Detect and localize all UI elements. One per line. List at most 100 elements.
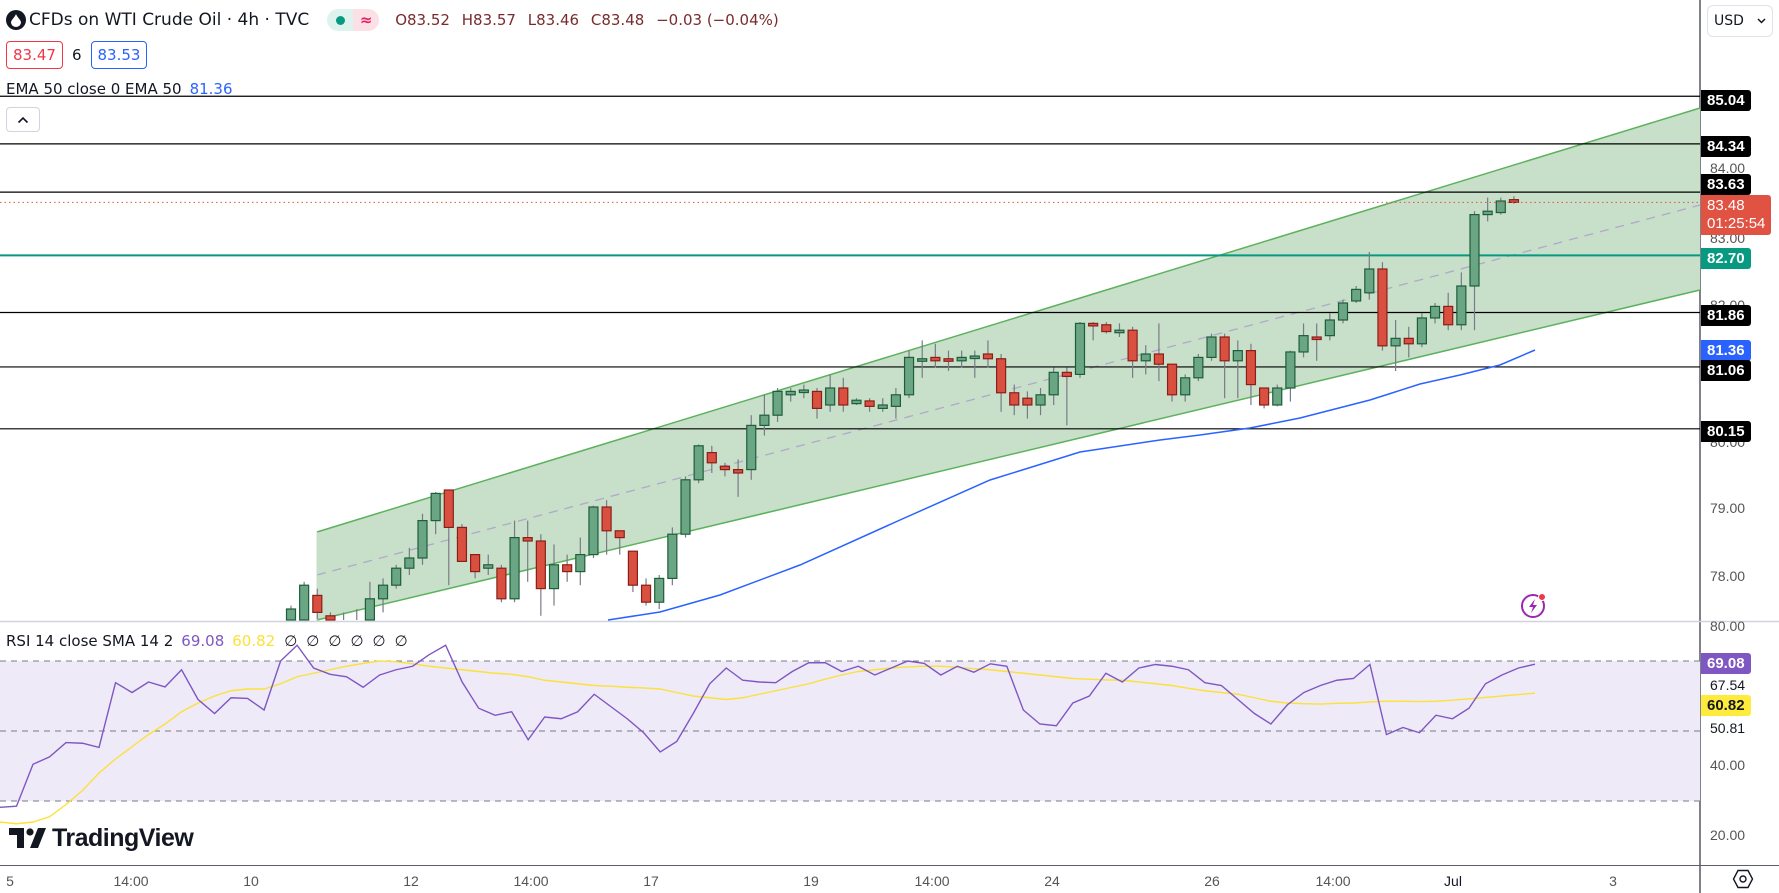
- candle: [1127, 326, 1138, 378]
- time-label: 19: [803, 873, 819, 889]
- candle: [377, 578, 389, 613]
- time-label: 3: [1609, 873, 1617, 889]
- symbol-title[interactable]: CFDs on WTI Crude Oil · 4h · TVC: [29, 10, 310, 30]
- candle: [1285, 350, 1296, 402]
- candle: [325, 612, 336, 621]
- ema-value: 81.36: [189, 80, 233, 98]
- candle: [417, 513, 428, 565]
- candle: [917, 340, 928, 378]
- rsi-lines: [0, 644, 1536, 825]
- candle: [1508, 196, 1520, 204]
- open-value: 83.52: [407, 11, 450, 29]
- candle: [391, 564, 402, 589]
- candle: [864, 398, 875, 412]
- rsi-tick: 20.00: [1710, 827, 1746, 843]
- level-tag-83-63[interactable]: 83.63: [1701, 174, 1751, 195]
- rsi-value-tag: 69.08: [1701, 653, 1751, 674]
- null-value: ∅: [284, 632, 298, 650]
- candle: [746, 415, 757, 480]
- candle: [1114, 323, 1125, 337]
- parallel-channel[interactable]: [316, 107, 1701, 621]
- close-value: 83.48: [601, 11, 645, 29]
- symbol-legend[interactable]: CFDs on WTI Crude Oil · 4h · TVC ≈ O83.5…: [6, 8, 786, 32]
- chevron-up-icon: [17, 116, 29, 123]
- candle: [798, 384, 809, 399]
- current-price-tag: 83.48 01:25:54: [1701, 195, 1772, 235]
- candle: [1022, 391, 1033, 419]
- candle: [903, 350, 915, 399]
- currency-value: USD: [1714, 13, 1744, 29]
- rsi-tick: 40.00: [1710, 757, 1746, 773]
- candle: [719, 462, 731, 477]
- candle: [680, 476, 691, 538]
- time-label: 12: [403, 873, 419, 889]
- level-tag-85-04[interactable]: 85.04: [1701, 90, 1751, 111]
- settings-hexagon-icon: [1732, 869, 1754, 889]
- candle: [1469, 211, 1480, 331]
- candle: [1324, 313, 1335, 341]
- candle: [601, 500, 612, 555]
- ema-legend[interactable]: EMA 50 close 0 EMA 50 81.36: [6, 80, 233, 98]
- lightning-alert-button[interactable]: [1519, 590, 1549, 620]
- level-tag-82-70[interactable]: 82.70: [1701, 248, 1751, 269]
- oil-drop-icon: [6, 10, 26, 30]
- candle: [1456, 272, 1467, 331]
- spread-value: 6: [71, 46, 82, 64]
- bid-ask-panel: 83.47 6 83.53: [6, 41, 148, 69]
- candle: [1351, 286, 1362, 303]
- rsi-legend[interactable]: RSI 14 close SMA 14 2 69.08 60.82 ∅ ∅ ∅ …: [6, 632, 408, 650]
- collapse-legend-button[interactable]: [6, 107, 40, 132]
- price-tick: 79.00: [1710, 500, 1746, 516]
- candle: [364, 581, 375, 621]
- candle: [1311, 323, 1322, 361]
- candle: [930, 343, 941, 368]
- candle: [1245, 343, 1257, 405]
- level-tag-81-86[interactable]: 81.86: [1701, 305, 1751, 326]
- time-label: 14:00: [113, 873, 149, 889]
- candle: [1258, 387, 1270, 409]
- time-label: 17: [643, 873, 659, 889]
- candle: [299, 581, 310, 621]
- candle: [759, 394, 770, 436]
- currency-select[interactable]: USD: [1707, 5, 1773, 37]
- level-tag-80-15[interactable]: 80.15: [1701, 421, 1751, 442]
- candle: [1377, 262, 1388, 351]
- lightning-icon: [1521, 593, 1546, 618]
- candle: [995, 354, 1007, 412]
- candlesticks: [285, 196, 1520, 621]
- candle: [1140, 345, 1151, 375]
- candle: [943, 350, 954, 371]
- candle: [1403, 326, 1414, 358]
- candle: [982, 340, 994, 368]
- rsi-label: RSI 14 close SMA 14 2: [6, 632, 174, 650]
- buy-price-button[interactable]: 83.53: [90, 41, 148, 69]
- level-tag-81-06[interactable]: 81.06: [1701, 360, 1751, 381]
- candle: [312, 588, 323, 620]
- candle: [1416, 313, 1428, 348]
- time-label: Jul: [1444, 873, 1462, 889]
- rsi-lower-value: 50.81: [1710, 720, 1746, 736]
- tradingview-logo[interactable]: TradingView: [9, 823, 194, 853]
- ema-label: EMA 50 close 0 EMA 50: [6, 80, 182, 98]
- candle: [535, 534, 546, 616]
- market-status-pill[interactable]: ≈: [327, 9, 380, 31]
- rsi-band: [0, 660, 1700, 802]
- horizontal-levels[interactable]: [0, 95, 1700, 430]
- chart-settings-button[interactable]: [1730, 868, 1756, 890]
- candle: [1390, 320, 1401, 371]
- candle: [1495, 197, 1506, 215]
- candle: [1219, 333, 1230, 399]
- candle: [1180, 374, 1191, 402]
- candle: [509, 520, 520, 603]
- low-value: 83.46: [536, 11, 580, 29]
- candle: [285, 605, 297, 621]
- candle: [1429, 303, 1441, 324]
- candle: [548, 544, 560, 606]
- candle: [1074, 322, 1086, 378]
- sell-price-button[interactable]: 83.47: [6, 41, 63, 69]
- ohlc-values: O83.52 H83.57 L83.46 C83.48 −0.03 (−0.04…: [395, 11, 779, 29]
- candle: [956, 350, 967, 368]
- candle: [575, 537, 586, 586]
- level-tag-84-34[interactable]: 84.34: [1701, 136, 1751, 157]
